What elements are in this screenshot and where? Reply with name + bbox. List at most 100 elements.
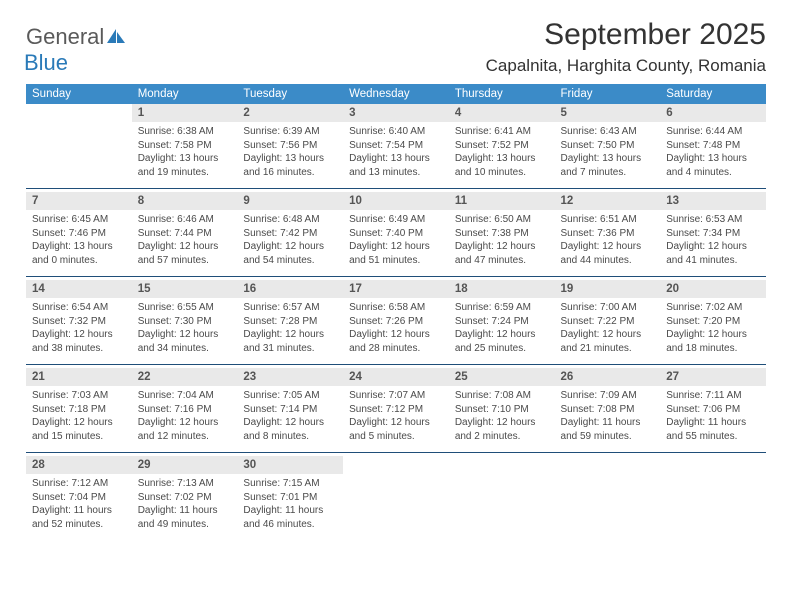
dow-sunday: Sunday xyxy=(26,84,132,104)
day-of-week-row: Sunday Monday Tuesday Wednesday Thursday… xyxy=(26,84,766,104)
daylight-text: Daylight: 12 hours and 38 minutes. xyxy=(32,328,126,355)
day-info: Sunrise: 7:04 AMSunset: 7:16 PMDaylight:… xyxy=(132,386,238,452)
daylight-text: Daylight: 11 hours and 59 minutes. xyxy=(561,416,655,443)
dow-wednesday: Wednesday xyxy=(343,84,449,104)
day-number: 9 xyxy=(237,192,343,210)
sunset-text: Sunset: 7:22 PM xyxy=(561,315,655,329)
sunrise-text: Sunrise: 6:53 AM xyxy=(666,213,760,227)
day-info: Sunrise: 6:57 AMSunset: 7:28 PMDaylight:… xyxy=(237,298,343,364)
daylight-text: Daylight: 12 hours and 25 minutes. xyxy=(455,328,549,355)
calendar-body: 123456Sunrise: 6:38 AMSunset: 7:58 PMDay… xyxy=(26,104,766,540)
day-number: 1 xyxy=(132,104,238,122)
day-info-row: Sunrise: 6:38 AMSunset: 7:58 PMDaylight:… xyxy=(26,122,766,188)
sunset-text: Sunset: 7:56 PM xyxy=(243,139,337,153)
day-info: Sunrise: 6:53 AMSunset: 7:34 PMDaylight:… xyxy=(660,210,766,276)
day-info: Sunrise: 7:00 AMSunset: 7:22 PMDaylight:… xyxy=(555,298,661,364)
daylight-text: Daylight: 13 hours and 4 minutes. xyxy=(666,152,760,179)
sunset-text: Sunset: 7:34 PM xyxy=(666,227,760,241)
sail-icon xyxy=(106,28,126,44)
sunset-text: Sunset: 7:20 PM xyxy=(666,315,760,329)
day-info: Sunrise: 6:49 AMSunset: 7:40 PMDaylight:… xyxy=(343,210,449,276)
logo-text-wrap: General Blue xyxy=(26,24,126,76)
sunrise-text: Sunrise: 7:15 AM xyxy=(243,477,337,491)
day-number: 21 xyxy=(26,368,132,386)
day-number: 29 xyxy=(132,456,238,474)
sunset-text: Sunset: 7:32 PM xyxy=(32,315,126,329)
day-number-row: 282930 xyxy=(26,456,766,474)
day-info: Sunrise: 7:03 AMSunset: 7:18 PMDaylight:… xyxy=(26,386,132,452)
day-number: 11 xyxy=(449,192,555,210)
sunrise-text: Sunrise: 7:09 AM xyxy=(561,389,655,403)
day-info: Sunrise: 7:08 AMSunset: 7:10 PMDaylight:… xyxy=(449,386,555,452)
sunrise-text: Sunrise: 6:50 AM xyxy=(455,213,549,227)
day-info: Sunrise: 7:02 AMSunset: 7:20 PMDaylight:… xyxy=(660,298,766,364)
sunrise-text: Sunrise: 6:43 AM xyxy=(561,125,655,139)
sunset-text: Sunset: 7:10 PM xyxy=(455,403,549,417)
day-number xyxy=(343,456,449,474)
sunrise-text: Sunrise: 6:40 AM xyxy=(349,125,443,139)
calendar-table: Sunday Monday Tuesday Wednesday Thursday… xyxy=(26,84,766,104)
day-info xyxy=(26,122,132,188)
day-info: Sunrise: 7:07 AMSunset: 7:12 PMDaylight:… xyxy=(343,386,449,452)
day-info xyxy=(343,474,449,540)
day-number xyxy=(26,104,132,122)
sunrise-text: Sunrise: 7:05 AM xyxy=(243,389,337,403)
sunrise-text: Sunrise: 6:41 AM xyxy=(455,125,549,139)
day-number: 22 xyxy=(132,368,238,386)
sunset-text: Sunset: 7:24 PM xyxy=(455,315,549,329)
day-number xyxy=(555,456,661,474)
sunset-text: Sunset: 7:28 PM xyxy=(243,315,337,329)
daylight-text: Daylight: 11 hours and 55 minutes. xyxy=(666,416,760,443)
page-header: General Blue September 2025 Capalnita, H… xyxy=(26,18,766,76)
day-info: Sunrise: 6:45 AMSunset: 7:46 PMDaylight:… xyxy=(26,210,132,276)
day-info: Sunrise: 6:38 AMSunset: 7:58 PMDaylight:… xyxy=(132,122,238,188)
sunrise-text: Sunrise: 7:00 AM xyxy=(561,301,655,315)
daylight-text: Daylight: 12 hours and 12 minutes. xyxy=(138,416,232,443)
day-number: 2 xyxy=(237,104,343,122)
daylight-text: Daylight: 12 hours and 8 minutes. xyxy=(243,416,337,443)
day-info: Sunrise: 6:59 AMSunset: 7:24 PMDaylight:… xyxy=(449,298,555,364)
dow-tuesday: Tuesday xyxy=(237,84,343,104)
daylight-text: Daylight: 12 hours and 31 minutes. xyxy=(243,328,337,355)
day-number: 4 xyxy=(449,104,555,122)
day-info: Sunrise: 6:46 AMSunset: 7:44 PMDaylight:… xyxy=(132,210,238,276)
sunset-text: Sunset: 7:38 PM xyxy=(455,227,549,241)
day-info: Sunrise: 7:13 AMSunset: 7:02 PMDaylight:… xyxy=(132,474,238,540)
day-info: Sunrise: 7:11 AMSunset: 7:06 PMDaylight:… xyxy=(660,386,766,452)
day-number-row: 21222324252627 xyxy=(26,368,766,386)
day-info-row: Sunrise: 6:54 AMSunset: 7:32 PMDaylight:… xyxy=(26,298,766,364)
daylight-text: Daylight: 13 hours and 7 minutes. xyxy=(561,152,655,179)
daylight-text: Daylight: 12 hours and 15 minutes. xyxy=(32,416,126,443)
sunrise-text: Sunrise: 7:07 AM xyxy=(349,389,443,403)
daylight-text: Daylight: 12 hours and 18 minutes. xyxy=(666,328,760,355)
sunrise-text: Sunrise: 7:08 AM xyxy=(455,389,549,403)
daylight-text: Daylight: 13 hours and 19 minutes. xyxy=(138,152,232,179)
sunset-text: Sunset: 7:42 PM xyxy=(243,227,337,241)
sunrise-text: Sunrise: 7:04 AM xyxy=(138,389,232,403)
sunset-text: Sunset: 7:46 PM xyxy=(32,227,126,241)
daylight-text: Daylight: 13 hours and 0 minutes. xyxy=(32,240,126,267)
daylight-text: Daylight: 12 hours and 5 minutes. xyxy=(349,416,443,443)
day-number: 24 xyxy=(343,368,449,386)
calendar-page: General Blue September 2025 Capalnita, H… xyxy=(0,0,792,558)
day-number: 19 xyxy=(555,280,661,298)
daylight-text: Daylight: 11 hours and 46 minutes. xyxy=(243,504,337,531)
day-info: Sunrise: 7:15 AMSunset: 7:01 PMDaylight:… xyxy=(237,474,343,540)
daylight-text: Daylight: 12 hours and 34 minutes. xyxy=(138,328,232,355)
daylight-text: Daylight: 13 hours and 16 minutes. xyxy=(243,152,337,179)
day-number: 18 xyxy=(449,280,555,298)
daylight-text: Daylight: 11 hours and 49 minutes. xyxy=(138,504,232,531)
day-info: Sunrise: 6:54 AMSunset: 7:32 PMDaylight:… xyxy=(26,298,132,364)
daylight-text: Daylight: 12 hours and 47 minutes. xyxy=(455,240,549,267)
day-number: 26 xyxy=(555,368,661,386)
day-info: Sunrise: 6:44 AMSunset: 7:48 PMDaylight:… xyxy=(660,122,766,188)
day-number xyxy=(660,456,766,474)
daylight-text: Daylight: 12 hours and 28 minutes. xyxy=(349,328,443,355)
sunrise-text: Sunrise: 6:58 AM xyxy=(349,301,443,315)
location-text: Capalnita, Harghita County, Romania xyxy=(486,56,766,76)
sunset-text: Sunset: 7:40 PM xyxy=(349,227,443,241)
sunset-text: Sunset: 7:04 PM xyxy=(32,491,126,505)
sunrise-text: Sunrise: 6:59 AM xyxy=(455,301,549,315)
day-info: Sunrise: 6:58 AMSunset: 7:26 PMDaylight:… xyxy=(343,298,449,364)
sunrise-text: Sunrise: 6:54 AM xyxy=(32,301,126,315)
